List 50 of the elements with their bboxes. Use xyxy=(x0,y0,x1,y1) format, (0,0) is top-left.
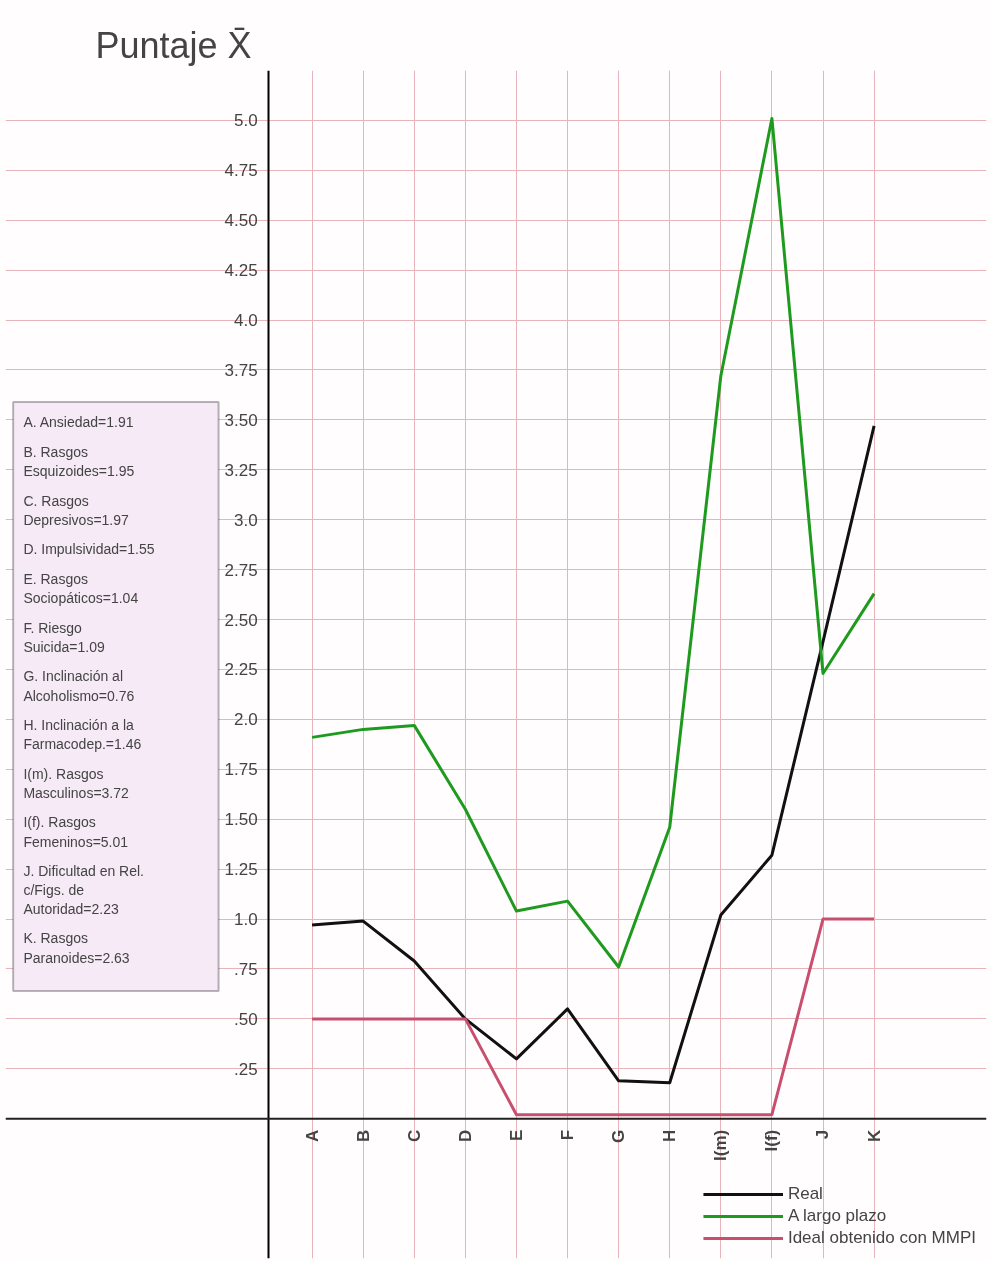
text: K. Rasgos Paranoides=2.63 xyxy=(23,930,130,966)
y-tick-label: 3.25 xyxy=(224,460,258,480)
legend-label: Ideal obtenido con MMPI xyxy=(787,1228,976,1248)
x-tick-label: H xyxy=(660,1129,680,1143)
text: H. Inclinación a la Farmacodep.=1.46 xyxy=(23,717,142,753)
y-tick-label: .50 xyxy=(234,1009,258,1029)
y-tick-label: 3.0 xyxy=(234,510,258,530)
x-tick-label: C xyxy=(404,1129,424,1143)
text: I(f). Rasgos Femeninos=5.01 xyxy=(23,814,129,850)
y-tick-label: 2.0 xyxy=(234,710,258,730)
text: J. Dificultad en Rel. c/Figs. de Autoridad=2.23 xyxy=(23,862,144,918)
text: D. Impulsividad=1.55 xyxy=(23,541,155,558)
y-axis-title: Puntaje X̄ xyxy=(95,24,252,66)
y-tick-label: 3.50 xyxy=(224,410,258,430)
y-tick-label: 5.0 xyxy=(234,111,258,131)
y-tick-label: 4.75 xyxy=(224,161,258,181)
x-tick-label: B xyxy=(353,1129,373,1143)
y-tick-label: 4.0 xyxy=(234,311,258,331)
y-tick-label: 2.25 xyxy=(224,660,258,680)
text: C. Rasgos Depresivos=1.97 xyxy=(23,492,130,528)
y-tick-label: 1.50 xyxy=(224,810,258,830)
y-tick-label: 1.0 xyxy=(234,910,258,930)
y-tick-label: .25 xyxy=(234,1059,258,1079)
x-tick-label: F xyxy=(558,1129,578,1141)
y-tick-label: 4.25 xyxy=(224,261,258,281)
x-tick-label: I(f) xyxy=(762,1129,782,1152)
x-tick-label: K xyxy=(864,1129,884,1143)
x-tick-label: J xyxy=(813,1129,833,1140)
line-series xyxy=(310,116,876,969)
text: B. Rasgos Esquizoides=1.95 xyxy=(23,443,135,480)
y-tick-label: 1.25 xyxy=(224,860,258,880)
y-tick-label: 1.75 xyxy=(224,760,258,780)
text: E. Rasgos Sociopáticos=1.04 xyxy=(23,571,139,607)
x-tick-label: G xyxy=(609,1129,629,1143)
x-tick-label: E xyxy=(506,1129,526,1142)
x-tick-label: A xyxy=(302,1129,322,1143)
text: G. Inclinación al Alcoholismo=0.76 xyxy=(23,668,135,704)
text: A. Ansiedad=1.91 xyxy=(23,413,134,430)
y-tick-label: 4.50 xyxy=(224,211,258,231)
y-tick-label: 2.50 xyxy=(224,610,258,630)
text: I(m). Rasgos Masculinos=3.72 xyxy=(23,765,130,801)
y-tick-label: .75 xyxy=(234,959,258,979)
legend-label: A largo plazo xyxy=(787,1206,887,1226)
text: F. Riesgo Suicida=1.09 xyxy=(23,619,105,655)
x-tick-label: I(m) xyxy=(711,1129,731,1161)
line-series xyxy=(310,424,876,1085)
x-tick-label: D xyxy=(455,1129,475,1143)
y-tick-label: 2.75 xyxy=(224,560,258,580)
legend-label: Real xyxy=(787,1184,823,1204)
y-tick-label: 3.75 xyxy=(224,361,258,380)
